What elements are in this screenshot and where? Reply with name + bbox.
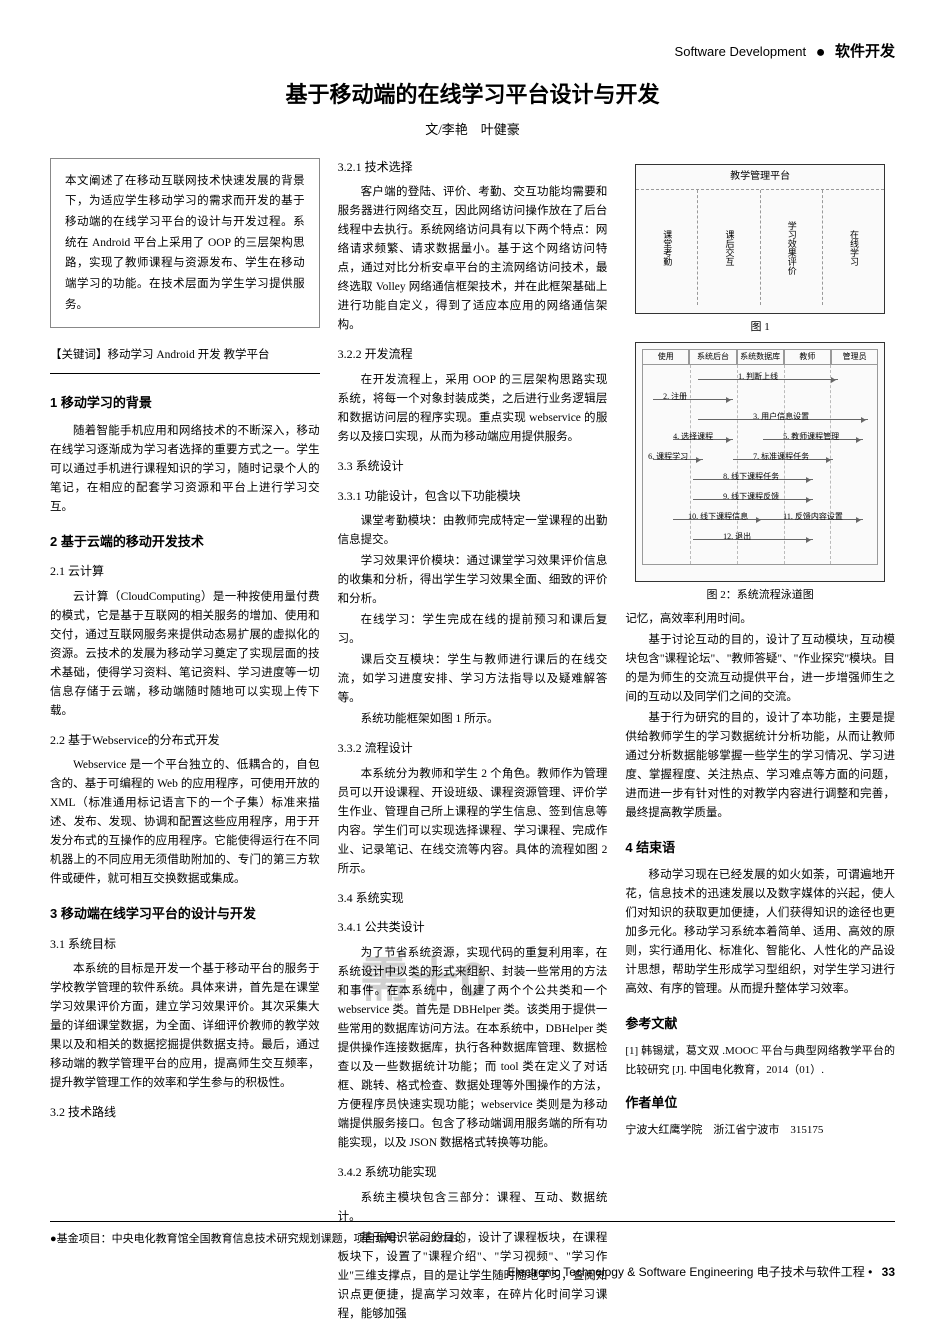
section-342-title: 3.4.2 系统功能实现 <box>338 1163 608 1183</box>
fig2-step-9: 9. 线下课程反馈 <box>723 490 779 503</box>
footer-en: Electronic Technology & Software Enginee… <box>507 1265 753 1279</box>
header-cn: 软件开发 <box>835 43 895 60</box>
col3-p1: 记忆，高效率利用时间。 <box>625 610 895 629</box>
fig2-step-6: 6. 课程学习 <box>648 450 688 463</box>
footnote: ●基金项目：中央电化教育馆全国教育信息技术研究规划课题，项目编号：1562327… <box>50 1221 895 1246</box>
section-31-title: 3.1 系统目标 <box>50 935 320 955</box>
abstract-text: 本文阐述了在移动互联网技术快速发展的背景下，为适应学生移动学习的需求而开发的基于… <box>65 175 305 311</box>
reference-1: [1] 韩锡斌，葛文双 .MOOC 平台与典型网络教学平台的比较研究 [J]. … <box>625 1042 895 1079</box>
section-331-p5: 系统功能框架如图 1 所示。 <box>338 710 608 729</box>
header-dot: ● <box>816 44 826 61</box>
figure-2-lanes: 使用 系统后台 系统数据库 教师 管理员 <box>642 349 878 365</box>
section-322-p1: 在开发流程上，采用 OOP 的三层架构思路实现系统，将每一个对象封装成类，之后进… <box>338 371 608 447</box>
section-21-title: 2.1 云计算 <box>50 562 320 582</box>
figure-1-title: 教学管理平台 <box>636 165 884 191</box>
fig1-module-0: 课堂考勤 <box>636 190 698 305</box>
keywords-label: 【关键词】 <box>50 349 108 361</box>
fig2-lane-1: 系统后台 <box>689 349 736 364</box>
section-331-title: 3.3.1 功能设计，包含以下功能模块 <box>338 487 608 507</box>
keywords-line: 【关键词】移动学习 Android 开发 教学平台 <box>50 346 320 365</box>
col3-p2: 基于讨论互动的目的，设计了互动模块，互动模块包含"课程论坛"、"教师答疑"、"作… <box>625 631 895 707</box>
section-332-p1: 本系统分为教师和学生 2 个角色。教师作为管理员可以开设课程、开设班级、课程资源… <box>338 765 608 879</box>
section-22-title: 2.2 基于Webservice的分布式开发 <box>50 731 320 751</box>
keywords-divider <box>50 373 320 374</box>
fig1-module-2: 学习效果评价 <box>761 190 823 305</box>
fig2-step-10: 10. 线下课程信息 <box>688 510 748 523</box>
section-4-p1: 移动学习现在已经发展的如火如荼，可谓遍地开花，信息技术的迅速发展以及数字媒体的兴… <box>625 866 895 999</box>
section-321-p1: 客户端的登陆、评价、考勤、交互功能均需要和服务器进行网络交互，因此网络访问操作放… <box>338 183 608 335</box>
references-title: 参考文献 <box>625 1013 895 1034</box>
section-341-p1: 为了节省系统资源，实现代码的重复利用率，在系统设计中以类的形式来组织、封装一些常… <box>338 944 608 1153</box>
fig2-step-7: 7. 标准课程任务 <box>753 450 809 463</box>
fig2-lane-2: 系统数据库 <box>737 349 784 364</box>
fig2-lane-3: 教师 <box>784 349 831 364</box>
section-341-title: 3.4.1 公共类设计 <box>338 918 608 938</box>
section-331-p1: 课堂考勤模块：由教师完成特定一堂课程的出勤信息提交。 <box>338 512 608 550</box>
page-number: 33 <box>882 1265 895 1279</box>
column-2: 3.2.1 技术选择 客户端的登陆、评价、考勤、交互功能均需要和服务器进行网络交… <box>338 158 608 1218</box>
keywords-text: 移动学习 Android 开发 教学平台 <box>108 349 270 361</box>
article-title: 基于移动端的在线学习平台设计与开发 <box>50 77 895 109</box>
fig2-step-2: 2. 注册 <box>663 390 687 403</box>
figure-1-diagram: 教学管理平台 课堂考勤 课后交互 学习效果评价 在线学习 <box>635 164 885 314</box>
section-321-title: 3.2.1 技术选择 <box>338 158 608 178</box>
fig2-step-11: 11. 反馈内容设置 <box>783 510 843 523</box>
section-22-p1: Webservice 是一个平台独立的、低耦合的，自包含的、基于可编程的 Web… <box>50 756 320 889</box>
section-2-title: 2 基于云端的移动开发技术 <box>50 531 320 552</box>
section-21-p1: 云计算（CloudComputing）是一种按使用量付费的模式，它是基于互联网的… <box>50 588 320 721</box>
section-1-p1: 随着智能手机应用和网络技术的不断深入，移动在线学习逐渐成为学习者选择的重要方式之… <box>50 422 320 517</box>
figure-1-modules: 课堂考勤 课后交互 学习效果评价 在线学习 <box>636 190 884 305</box>
figure-1-caption: 图 1 <box>625 318 895 336</box>
section-32-title: 3.2 技术路线 <box>50 1103 320 1123</box>
page-footer: Electronic Technology & Software Enginee… <box>50 1263 895 1280</box>
fig2-step-1: 1. 判断上线 <box>738 370 778 383</box>
header-en: Software Development <box>675 44 807 59</box>
body-columns: 本文阐述了在移动互联网技术快速发展的背景下，为适应学生移动学习的需求而开发的基于… <box>50 158 895 1218</box>
column-3: 教学管理平台 课堂考勤 课后交互 学习效果评价 在线学习 图 1 使用 系统后台… <box>625 158 895 1218</box>
figure-2: 使用 系统后台 系统数据库 教师 管理员 1. 判断上线 2. 注册 3. 用户信息… <box>625 342 895 604</box>
figure-2-diagram: 使用 系统后台 系统数据库 教师 管理员 1. 判断上线 2. 注册 3. 用户信息… <box>635 342 885 582</box>
figure-1: 教学管理平台 课堂考勤 课后交互 学习效果评价 在线学习 图 1 <box>625 164 895 336</box>
section-331-p4: 课后交互模块：学生与教师进行课后的在线交流，如学习进度安排、学习方法指导以及疑难… <box>338 651 608 708</box>
fig2-lane-4: 管理员 <box>831 349 878 364</box>
author-line: 文/李艳 叶健豪 <box>50 119 895 138</box>
section-322-title: 3.2.2 开发流程 <box>338 345 608 365</box>
section-33-title: 3.3 系统设计 <box>338 457 608 477</box>
figure-2-caption: 图 2：系统流程泳道图 <box>625 586 895 604</box>
abstract-box: 本文阐述了在移动互联网技术快速发展的背景下，为适应学生移动学习的需求而开发的基于… <box>50 158 320 329</box>
section-1-title: 1 移动学习的背景 <box>50 392 320 413</box>
footer-dot: • <box>868 1265 876 1279</box>
fig2-step-8: 8. 线下课程任务 <box>723 470 779 483</box>
fig2-step-4: 4. 选择课程 <box>673 430 713 443</box>
fig2-arrow-12 <box>693 539 813 540</box>
footer-cn: 电子技术与软件工程 <box>757 1265 865 1279</box>
section-331-p2: 学习效果评价模块：通过课堂学习效果评价信息的收集和分析，得出学生学习效果全面、细… <box>338 552 608 609</box>
section-31-p1: 本系统的目标是开发一个基于移动平台的服务于学校教学管理的软件系统。具体来讲，首先… <box>50 960 320 1093</box>
col3-p3: 基于行为研究的目的，设计了本功能，主要是提供给教师学生的学习数据统计分析功能，从… <box>625 709 895 823</box>
running-header: Software Development ● 软件开发 <box>50 40 895 62</box>
section-332-title: 3.3.2 流程设计 <box>338 739 608 759</box>
section-4-title: 4 结束语 <box>625 837 895 858</box>
fig1-module-1: 课后交互 <box>698 190 760 305</box>
fig1-module-3: 在线学习 <box>823 190 884 305</box>
author-unit-title: 作者单位 <box>625 1092 895 1113</box>
section-3-title: 3 移动端在线学习平台的设计与开发 <box>50 903 320 924</box>
author-unit: 宁波大红鹰学院 浙江省宁波市 315175 <box>625 1121 895 1139</box>
fig2-step-5: 5. 教师课程管理 <box>783 430 839 443</box>
fig2-step-12: 12. 退出 <box>723 530 751 543</box>
fig2-step-3: 3. 用户信息设置 <box>753 410 809 423</box>
figure-2-body: 1. 判断上线 2. 注册 3. 用户信息设置 4. 选择课程 5. 教师课程管理 6. … <box>642 365 878 565</box>
section-34-title: 3.4 系统实现 <box>338 889 608 909</box>
column-1: 本文阐述了在移动互联网技术快速发展的背景下，为适应学生移动学习的需求而开发的基于… <box>50 158 320 1218</box>
fig2-lane-0: 使用 <box>642 349 689 364</box>
section-331-p3: 在线学习：学生完成在线的提前预习和课后复习。 <box>338 611 608 649</box>
